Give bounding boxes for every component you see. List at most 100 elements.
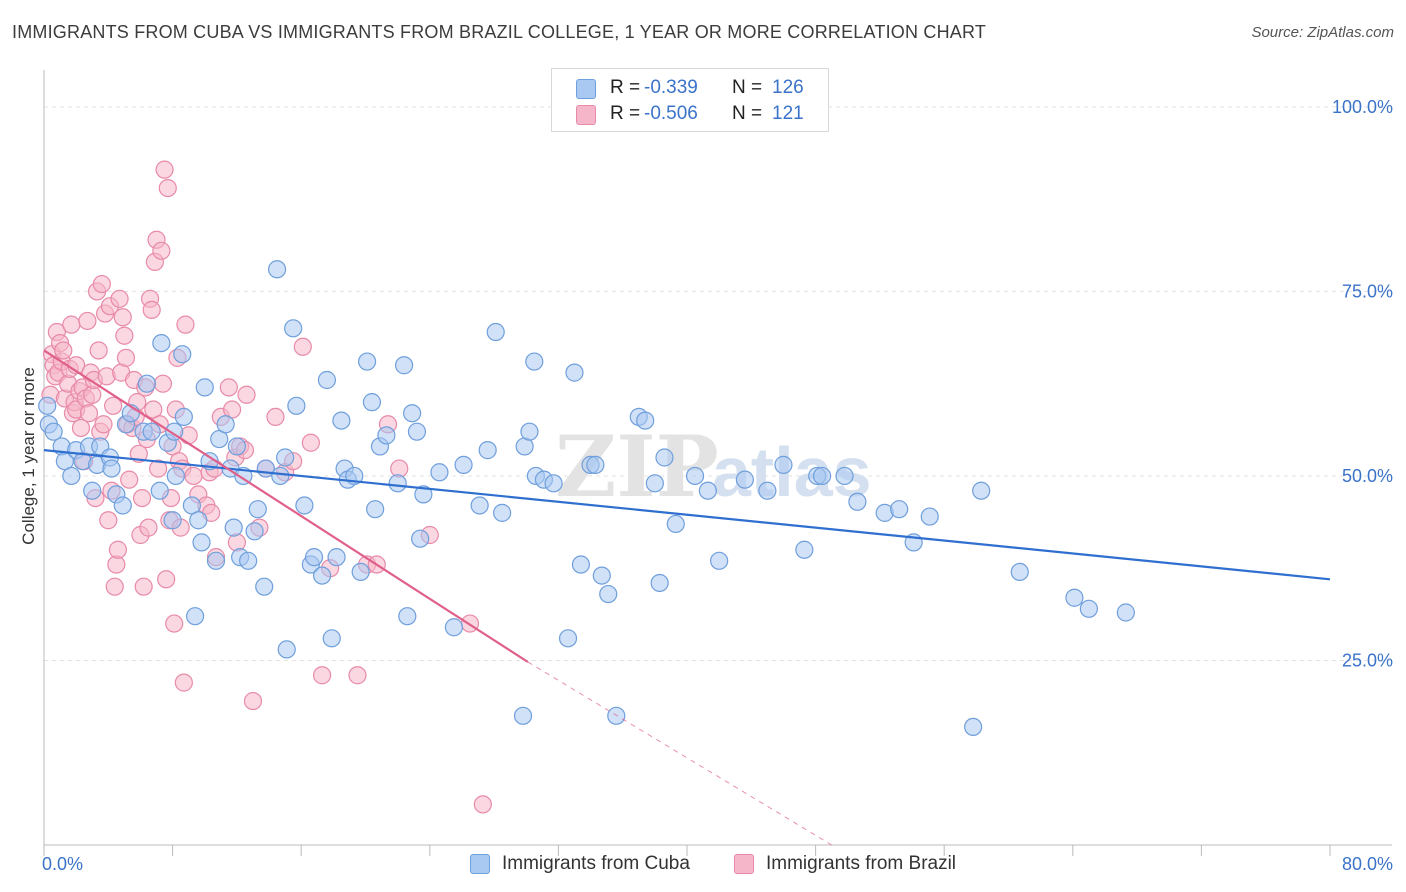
tick-labels: 25.0% 50.0% 75.0% 100.0% 0.0% 80.0%	[42, 97, 1393, 874]
bottom-cuba-label: Immigrants from Cuba	[502, 853, 690, 874]
cuba-point-80	[454, 455, 473, 474]
cuba-point-106	[685, 466, 705, 486]
y-tick-label-3: 100.0%	[1332, 97, 1393, 117]
brazil-r-value: -0.506	[644, 103, 698, 124]
cuba-point-52	[284, 319, 303, 338]
cuba-point-28	[174, 407, 193, 427]
cuba-point-103	[650, 573, 669, 593]
cuba-point-60	[327, 548, 346, 567]
brazil-point-35	[99, 511, 118, 530]
cuba-point-53	[287, 396, 306, 415]
cuba-point-118	[890, 500, 909, 519]
cuba-point-19	[137, 374, 156, 393]
cuba-point-81	[470, 496, 489, 515]
cuba-point-98	[599, 584, 618, 604]
cuba-point-13	[102, 459, 121, 478]
cuba-point-74	[403, 404, 422, 423]
cuba-point-66	[358, 352, 377, 371]
brazil-point-38	[104, 396, 123, 415]
cuba-point-122	[972, 481, 991, 500]
cuba-point-105	[666, 514, 685, 534]
cuba-point-87	[520, 422, 539, 441]
brazil-point-106	[301, 433, 320, 452]
brazil-point-107	[312, 666, 332, 685]
cuba-point-15	[113, 496, 132, 515]
x-tick-label-0: 0.0%	[42, 854, 83, 874]
cuba-point-107	[698, 481, 717, 500]
brazil-point-61	[142, 300, 161, 319]
trend-lines	[43, 349, 1331, 846]
brazil-point-48	[120, 470, 139, 489]
cuba-point-111	[774, 455, 793, 474]
brazil-point-59	[139, 518, 158, 537]
cuba-point-35	[206, 551, 226, 570]
brazil-point-98	[237, 385, 256, 404]
cuba-point-92	[558, 629, 578, 648]
cuba-point-54	[295, 496, 314, 515]
cuba-point-68	[366, 500, 385, 519]
cuba-point-99	[607, 706, 626, 725]
brazil-point-39	[105, 577, 124, 596]
brazil-swatch	[576, 105, 596, 125]
cuba-point-102	[645, 474, 664, 493]
brazil-point-67	[152, 241, 171, 260]
brazil-point-70	[157, 570, 176, 589]
cuba-point-76	[411, 529, 430, 548]
cuba-point-46	[255, 577, 274, 596]
cuba-point-108	[710, 551, 729, 570]
cuba-point-61	[332, 411, 351, 430]
y-axis-label: College, 1 year or more	[19, 367, 38, 545]
cuba-point-112	[795, 540, 814, 559]
brazil-point-53	[129, 444, 148, 463]
brazil-point-56	[134, 577, 153, 596]
cuba-points	[38, 260, 1135, 737]
bottom-cuba-swatch	[470, 854, 490, 874]
cuba-point-37	[216, 415, 235, 434]
brazil-n-value: 121	[772, 103, 804, 124]
cuba-trend-line	[43, 449, 1331, 581]
cuba-point-21	[150, 481, 169, 500]
cuba-point-43	[239, 551, 258, 570]
brazil-point-82	[176, 315, 195, 334]
cuba-point-79	[444, 618, 464, 637]
cuba-point-51	[277, 640, 296, 659]
correlation-legend: R = -0.339 N = 126 R = -0.506 N = 121	[551, 68, 829, 132]
cuba-r-label: R =	[610, 77, 641, 98]
cuba-point-56	[304, 548, 324, 567]
cuba-point-44	[245, 522, 264, 541]
cuba-point-71	[388, 474, 407, 493]
brazil-r-label: R =	[610, 103, 641, 124]
cuba-n-label: N =	[732, 77, 763, 98]
watermark-zip: ZIP	[555, 417, 719, 516]
cuba-point-33	[195, 378, 214, 397]
cuba-point-5	[62, 466, 81, 486]
cuba-point-50	[276, 448, 295, 467]
brazil-point-84	[184, 466, 203, 486]
cuba-point-110	[758, 481, 777, 500]
cuba-point-126	[1116, 603, 1135, 622]
cuba-point-58	[317, 370, 337, 390]
cuba-point-121	[964, 717, 983, 737]
chart-title: IMMIGRANTS FROM CUBA VS IMMIGRANTS FROM …	[12, 22, 987, 42]
cuba-point-91	[544, 474, 563, 493]
cuba-point-85	[513, 706, 533, 725]
y-tick-label-1: 50.0%	[1342, 466, 1393, 486]
brazil-point-65	[149, 459, 168, 478]
cuba-point-67	[362, 393, 382, 412]
cuba-point-97	[592, 566, 611, 585]
cuba-point-65	[351, 562, 370, 582]
brazil-point-115	[473, 795, 492, 814]
brazil-trend-extension	[527, 661, 832, 846]
cuba-point-104	[655, 448, 674, 467]
brazil-point-8	[54, 341, 73, 360]
y-tick-label-0: 25.0%	[1342, 650, 1393, 670]
cuba-point-73	[398, 607, 417, 626]
grid-lines	[44, 106, 1392, 661]
brazil-point-92	[219, 378, 238, 397]
cuba-point-29	[186, 607, 205, 626]
cuba-point-2	[44, 422, 63, 441]
cuba-point-57	[312, 566, 332, 585]
cuba-point-0	[38, 396, 57, 415]
cuba-point-20	[142, 422, 161, 441]
